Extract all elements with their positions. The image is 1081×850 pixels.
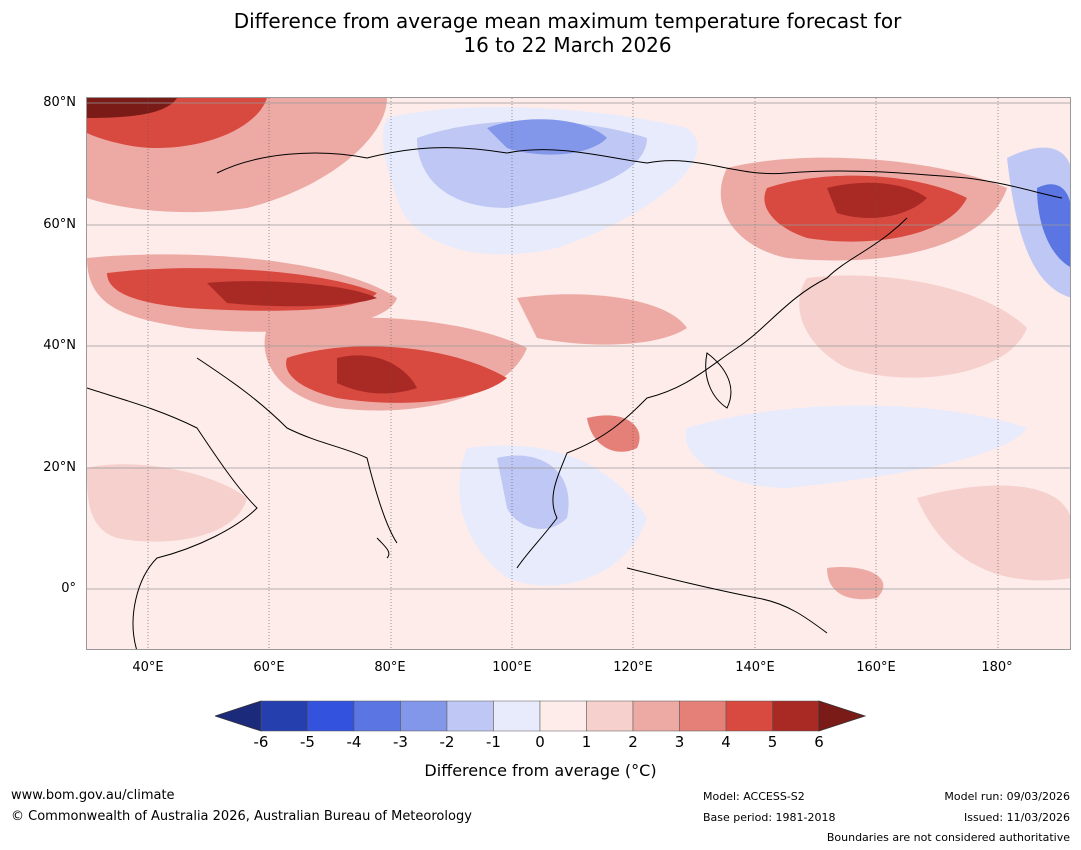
colorbar-cell [679, 700, 727, 732]
colorbar-tick-label: 4 [721, 733, 731, 751]
warm-region-arabia [87, 464, 247, 542]
title-line-1: Difference from average mean maximum tem… [233, 9, 902, 33]
colorbar-tick-label: 3 [674, 733, 685, 751]
colorbar-cell [260, 700, 308, 732]
lon-label-120e: 120°E [613, 660, 653, 675]
colorbar-cell [493, 700, 541, 732]
colorbar-tick-label: -3 [393, 733, 408, 751]
coastlines [87, 147, 1063, 649]
warm-region-tibet-core [337, 355, 417, 394]
lon-label-160e: 160°E [856, 660, 896, 675]
warm-region-north-pacific [799, 275, 1027, 378]
footer-copyright: © Commonwealth of Australia 2026, Austra… [11, 809, 472, 824]
warm-region-mongolia [517, 294, 687, 345]
lat-label-20n: 20°N [43, 460, 76, 475]
colorbar-tick-label: 5 [767, 733, 778, 751]
warm-region-central-asia-core [207, 281, 377, 307]
colorbar-tick-label: -6 [253, 733, 269, 751]
colorbar-cells [215, 700, 867, 732]
arctic-coast [216, 147, 1063, 199]
colorbar-cell [353, 700, 401, 732]
colorbar-tick-label: -4 [346, 733, 362, 751]
warm-region-east-siberia-core [827, 182, 927, 218]
chart-title: Difference from average mean maximum tem… [0, 9, 1081, 57]
footer-issued: Issued: 11/03/2026 [963, 811, 1070, 824]
sri-lanka-coast [376, 537, 390, 559]
colorbar-extend-low [215, 700, 262, 732]
colorbar-tick-label: -2 [439, 733, 455, 751]
colorbar [215, 700, 867, 732]
south-asia-coast [196, 357, 398, 544]
colorbar-cell [446, 700, 494, 732]
colorbar-cell [539, 700, 587, 732]
colorbar-cell [586, 700, 634, 732]
footer-model: Model: ACCESS-S2 [703, 790, 805, 803]
lon-label-100e: 100°E [492, 660, 532, 675]
lon-label-80e: 80°E [374, 660, 406, 675]
footer-base-period: Base period: 1981-2018 [703, 811, 836, 824]
lat-label-60n: 60°N [43, 217, 76, 232]
lon-label-180: 180° [981, 660, 1013, 675]
colorbar-tick-label: 2 [628, 733, 638, 751]
colorbar-cell [772, 700, 820, 732]
colorbar-tick-label: 6 [814, 733, 824, 751]
colorbar-cell [725, 700, 773, 732]
parallels [87, 102, 1070, 590]
indonesia-coast [626, 567, 828, 634]
colorbar-tick-label: -1 [486, 733, 501, 751]
east-asia-coast [516, 217, 908, 569]
warm-region-equatorial-pacific [827, 567, 884, 600]
lon-label-60e: 60°E [253, 660, 285, 675]
colorbar-cell [632, 700, 680, 732]
colorbar-cell [307, 700, 355, 732]
footer-url[interactable]: www.bom.gov.au/climate [11, 788, 175, 803]
colorbar-tick-label: -5 [300, 733, 315, 751]
forecast-map [86, 97, 1071, 650]
title-line-2: 16 to 22 March 2026 [463, 33, 672, 57]
colorbar-cell [400, 700, 448, 732]
meridians [147, 98, 999, 649]
lat-label-80n: 80°N [43, 95, 76, 110]
map-field [87, 98, 1070, 649]
cool-region-siberia-core [487, 119, 607, 155]
colorbar-extend-high [818, 700, 867, 732]
warm-region-south-china [587, 415, 640, 452]
arabia-africa-coast [87, 387, 258, 649]
cool-region-indochina [497, 455, 569, 529]
colorbar-tick-label: 1 [581, 733, 592, 751]
footer-model-run: Model run: 09/03/2026 [944, 790, 1070, 803]
lon-label-40e: 40°E [132, 660, 164, 675]
colorbar-label: Difference from average (°C) [424, 761, 657, 780]
lat-label-40n: 40°N [43, 338, 76, 353]
japan-coast [705, 352, 732, 409]
colorbar-tick-label: 0 [535, 733, 545, 751]
warm-region-west-pacific [917, 485, 1070, 581]
cool-region-north-pacific-core [1037, 184, 1070, 267]
footer-disclaimer: Boundaries are not considered authoritat… [826, 831, 1070, 844]
cool-region-pacific [685, 405, 1027, 488]
lat-label-0: 0° [61, 581, 76, 596]
lon-label-140e: 140°E [735, 660, 775, 675]
